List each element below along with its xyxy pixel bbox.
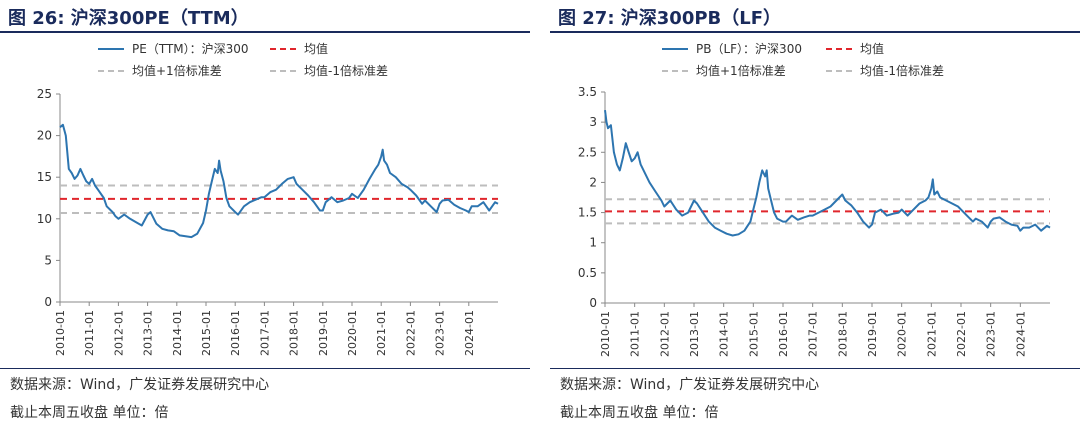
x-tick-label: 2016-01 [229, 310, 242, 356]
unit-note: 截止本周五收盘 单位：倍 [560, 405, 719, 421]
x-tick-label: 2013-01 [688, 311, 701, 357]
x-tick-label: 2014-01 [718, 311, 731, 357]
unit-note: 截止本周五收盘 单位：倍 [10, 405, 169, 421]
legend-swatch-mean [826, 47, 852, 50]
legend-item-minus: 均值-1倍标准差 [270, 62, 388, 79]
legend-item-series: PB（LF）：沪深300 [662, 40, 802, 57]
y-tick-label: 0 [44, 295, 52, 309]
footnote-divider [0, 368, 530, 369]
source-note: 数据来源：Wind，广发证券发展研究中心 [10, 377, 270, 393]
x-tick-label: 2016-01 [777, 311, 790, 357]
y-tick-label: 1 [589, 236, 597, 250]
x-tick-label: 2020-01 [896, 311, 909, 357]
x-tick-label: 2020-01 [346, 310, 359, 356]
legend-label-minus: 均值-1倍标准差 [304, 64, 388, 78]
legend-swatch-series [98, 47, 124, 50]
footnote-divider [550, 368, 1080, 369]
series-line [59, 123, 499, 239]
x-tick-label: 2015-01 [200, 310, 213, 356]
y-tick-label: 3.5 [578, 85, 597, 99]
y-tick-label: 2.5 [578, 145, 597, 159]
legend-swatch-plus [98, 69, 124, 72]
y-tick-label: 15 [37, 170, 52, 184]
x-tick-label: 2021-01 [925, 311, 938, 357]
legend-swatch-minus [270, 69, 296, 72]
y-tick-label: 10 [37, 212, 52, 226]
chart-panel-pb: 图 27: 沪深300PB（LF） PB（LF）：沪深300 均值 均值+1倍标… [550, 0, 1080, 429]
x-tick-label: 2011-01 [629, 311, 642, 357]
x-tick-label: 2015-01 [747, 311, 760, 357]
title-divider [550, 31, 1080, 33]
x-tick-label: 2012-01 [658, 311, 671, 357]
pe-chart-plot: 0 5 10 15 20 25 2010-01 2011-01 2012-01 2013-01 20… [37, 87, 499, 356]
x-tick-label: 2023-01 [434, 310, 447, 356]
legend-swatch-mean [270, 47, 296, 50]
legend-label-mean: 均值 [860, 42, 885, 56]
source-note: 数据来源：Wind，广发证券发展研究中心 [560, 377, 820, 393]
y-tick-label: 5 [44, 253, 52, 267]
y-tick-label: 20 [37, 129, 52, 143]
chart-legend: PE（TTM）：沪深300 均值 均值+1倍标准差 均值-1倍标准差 [0, 40, 530, 80]
x-tick-label: 2018-01 [836, 311, 849, 357]
x-tick-label: 2013-01 [142, 310, 155, 356]
y-tick-label: 2 [589, 175, 597, 189]
chart-title: 图 27: 沪深300PB（LF） [558, 8, 782, 29]
x-tick-label: 2010-01 [54, 310, 67, 356]
x-tick-label: 2012-01 [112, 310, 125, 356]
legend-label-series: PB（LF）：沪深300 [696, 42, 802, 56]
chart-legend: PB（LF）：沪深300 均值 均值+1倍标准差 均值-1倍标准差 [550, 40, 1080, 80]
x-tick-label: 2024-01 [463, 310, 476, 356]
y-tick-label: 1.5 [578, 206, 597, 220]
x-tick-label: 2010-01 [599, 311, 612, 357]
legend-item-mean: 均值 [270, 40, 328, 57]
chart-title: 图 26: 沪深300PE（TTM） [8, 8, 249, 29]
legend-item-mean: 均值 [826, 40, 884, 57]
legend-swatch-plus [662, 69, 688, 72]
legend-item-plus: 均值+1倍标准差 [662, 62, 786, 79]
x-tick-label: 2022-01 [404, 310, 417, 356]
legend-label-minus: 均值-1倍标准差 [860, 64, 944, 78]
legend-item-minus: 均值-1倍标准差 [826, 62, 944, 79]
y-tick-label: 0 [589, 296, 597, 310]
x-tick-label: 2011-01 [83, 310, 96, 356]
x-tick-label: 2023-01 [985, 311, 998, 357]
legend-swatch-minus [826, 69, 852, 72]
x-tick-label: 2021-01 [375, 310, 388, 356]
x-tick-label: 2017-01 [258, 310, 271, 356]
x-tick-label: 2014-01 [171, 310, 184, 356]
x-tick-label: 2018-01 [288, 310, 301, 356]
legend-label-plus: 均值+1倍标准差 [696, 64, 786, 78]
chart-panel-pe: 图 26: 沪深300PE（TTM） PE（TTM）：沪深300 均值 均值+1… [0, 0, 530, 429]
series-line [604, 109, 1051, 237]
title-divider [0, 31, 530, 33]
legend-item-plus: 均值+1倍标准差 [98, 62, 222, 79]
legend-label-series: PE（TTM）：沪深300 [132, 42, 249, 56]
y-tick-label: 0.5 [578, 266, 597, 280]
legend-swatch-series [662, 47, 688, 50]
legend-label-plus: 均值+1倍标准差 [132, 64, 222, 78]
x-tick-label: 2017-01 [807, 311, 820, 357]
y-tick-label: 3 [589, 115, 597, 129]
x-tick-label: 2022-01 [955, 311, 968, 357]
x-tick-label: 2024-01 [1014, 311, 1027, 357]
legend-item-series: PE（TTM）：沪深300 [98, 40, 249, 57]
x-tick-label: 2019-01 [317, 310, 330, 356]
x-tick-label: 2019-01 [866, 311, 879, 357]
legend-label-mean: 均值 [304, 42, 329, 56]
pb-chart-plot: 0 0.5 1 1.5 2 2.5 3 3.5 2010-01 2011-01 2012-01 201… [578, 85, 1051, 357]
y-tick-label: 25 [37, 87, 52, 101]
